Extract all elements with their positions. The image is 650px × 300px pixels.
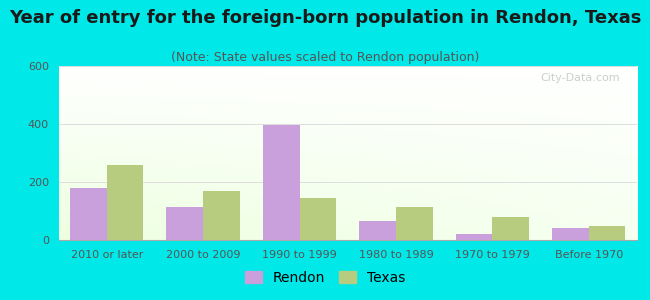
Bar <box>493 218 529 240</box>
Bar <box>107 165 144 240</box>
Text: (Note: State values scaled to Rendon population): (Note: State values scaled to Rendon pop… <box>171 51 479 64</box>
Bar <box>396 207 433 240</box>
Text: City-Data.com: City-Data.com <box>540 73 619 83</box>
Bar <box>359 221 396 240</box>
Legend: Rendon, Texas: Rendon, Texas <box>239 265 411 290</box>
Bar <box>263 125 300 240</box>
Bar <box>456 234 493 240</box>
Bar <box>552 228 589 240</box>
Text: Year of entry for the foreign-born population in Rendon, Texas: Year of entry for the foreign-born popul… <box>9 9 641 27</box>
Bar <box>203 191 240 240</box>
Bar <box>589 226 625 240</box>
Bar <box>70 188 107 240</box>
Bar <box>166 207 203 240</box>
Bar <box>300 198 336 240</box>
